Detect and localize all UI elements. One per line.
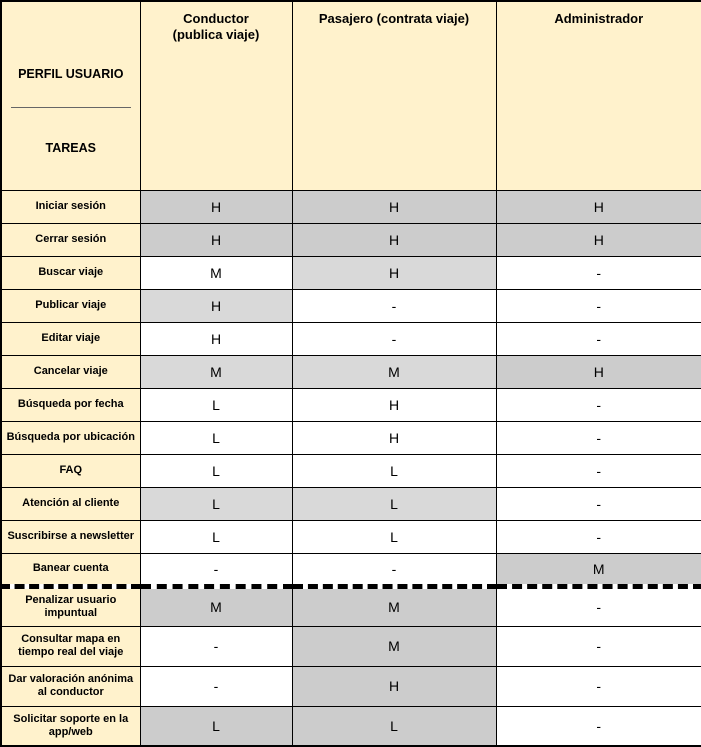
priority-cell: - [291,288,497,323]
table-row: Editar viaje H - - [0,321,701,356]
table-row: Suscribirse a newsletter L L - [0,519,701,554]
priority-cell: - [495,625,701,667]
column-header-administrador: Administrador [495,0,701,191]
corner-header-cell: PERFIL USUARIO TAREAS [0,0,141,191]
table-row: Buscar viaje M H - [0,255,701,290]
task-label: Penalizar usuario impuntual [0,583,141,627]
priority-cell: H [139,222,293,257]
priority-cell: L [139,387,293,422]
table-row: Búsqueda por fecha L H - [0,387,701,422]
task-label: Banear cuenta [0,552,141,587]
task-label: Dar valoración anónima al conductor [0,665,141,707]
priority-cell: M [139,583,293,627]
table-row: Iniciar sesión H H H [0,189,701,224]
column-header-conductor: Conductor (publica viaje) [139,0,293,191]
priority-cell: H [495,189,701,224]
task-label: Iniciar sesión [0,189,141,224]
table-row: FAQ L L - [0,453,701,488]
priority-cell: L [291,519,497,554]
priority-cell: H [291,255,497,290]
priority-cell: H [291,189,497,224]
priority-cell: L [139,420,293,455]
priority-cell: - [495,665,701,707]
priority-cell: L [139,453,293,488]
table-row: Dar valoración anónima al conductor - H … [0,665,701,707]
priority-cell: H [291,222,497,257]
table-row: Penalizar usuario impuntual M M - [0,583,701,627]
table-row: Solicitar soporte en la app/web L L - [0,705,701,747]
priority-cell: H [291,665,497,707]
table-row: Búsqueda por ubicación L H - [0,420,701,455]
task-label: Consultar mapa en tiempo real del viaje [0,625,141,667]
priority-cell: - [495,321,701,356]
priority-cell: M [495,552,701,587]
column-header-pasajero: Pasajero (contrata viaje) [291,0,497,191]
priority-cell: - [495,705,701,747]
priority-cell: H [139,288,293,323]
priority-cell: - [495,453,701,488]
priority-cell: - [495,420,701,455]
priority-cell: H [495,222,701,257]
task-label: Publicar viaje [0,288,141,323]
priority-cell: H [291,387,497,422]
priority-cell: - [495,486,701,521]
priority-cell: - [495,519,701,554]
priority-cell: M [139,255,293,290]
priority-cell: - [291,552,497,587]
priority-cell: L [139,486,293,521]
table-row: Cerrar sesión H H H [0,222,701,257]
priority-cell: - [139,625,293,667]
priority-cell: - [495,288,701,323]
table-row: Publicar viaje H - - [0,288,701,323]
priority-cell: L [291,453,497,488]
header-row: PERFIL USUARIO TAREAS Conductor (publica… [0,0,701,191]
priority-cell: M [291,583,497,627]
priority-cell: - [495,583,701,627]
priority-cell: H [139,321,293,356]
priority-cell: L [139,519,293,554]
task-label: Cancelar viaje [0,354,141,389]
priority-cell: H [495,354,701,389]
table-row: Atención al cliente L L - [0,486,701,521]
priority-cell: - [139,665,293,707]
table-row: Banear cuenta - - M [0,552,701,587]
task-label: Suscribirse a newsletter [0,519,141,554]
priority-cell: L [291,705,497,747]
task-label: Solicitar soporte en la app/web [0,705,141,747]
priority-cell: - [139,552,293,587]
priority-cell: M [291,354,497,389]
table-row: Cancelar viaje M M H [0,354,701,389]
corner-bottom-label: TAREAS [45,140,96,155]
priority-cell: M [139,354,293,389]
task-label: Búsqueda por ubicación [0,420,141,455]
table-row: Consultar mapa en tiempo real del viaje … [0,625,701,667]
priority-cell: H [139,189,293,224]
task-label: Editar viaje [0,321,141,356]
priority-cell: H [291,420,497,455]
priority-cell: - [495,255,701,290]
task-label: Cerrar sesión [0,222,141,257]
task-label: Buscar viaje [0,255,141,290]
priority-cell: M [291,625,497,667]
task-label: Atención al cliente [0,486,141,521]
priority-cell: - [495,387,701,422]
task-label: Búsqueda por fecha [0,387,141,422]
priority-cell: - [291,321,497,356]
corner-divider [11,107,131,109]
corner-top-label: PERFIL USUARIO [18,66,124,81]
priority-cell: L [291,486,497,521]
priority-cell: L [139,705,293,747]
task-label: FAQ [0,453,141,488]
